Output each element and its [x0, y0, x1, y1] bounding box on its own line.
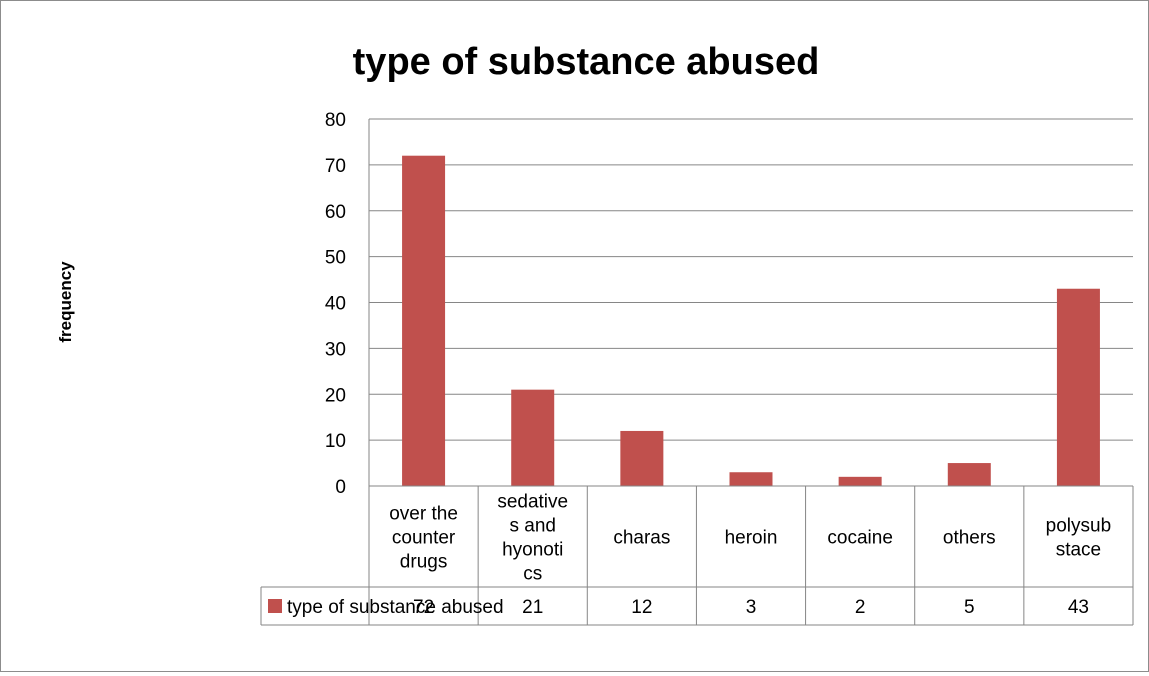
- data-table-value: 43: [1068, 597, 1089, 618]
- chart-title: type of substance abused: [353, 41, 820, 83]
- bar: [1056, 288, 1100, 486]
- bar: [947, 463, 991, 486]
- legend-label: type of substance abused: [287, 597, 504, 618]
- data-table-value: 21: [522, 597, 543, 618]
- bar: [620, 430, 664, 486]
- x-tick-label: polysub stace: [1046, 516, 1112, 561]
- bars: [402, 155, 1100, 486]
- legend-swatch: [268, 599, 282, 613]
- data-table-value: 5: [964, 597, 975, 618]
- bar: [838, 476, 882, 486]
- y-tick-label: 80: [325, 110, 346, 131]
- bar: [729, 472, 773, 486]
- y-axis-label: frequency: [56, 261, 75, 343]
- data-table-value: 2: [855, 597, 866, 618]
- x-tick-label: heroin: [725, 528, 778, 549]
- y-tick-label: 20: [325, 385, 346, 406]
- y-tick-label: 40: [325, 294, 346, 315]
- bar: [402, 155, 446, 486]
- x-tick-label: sedative s and hyonoti cs: [497, 492, 568, 585]
- x-tick-label: charas: [613, 528, 670, 549]
- bar: [511, 389, 555, 486]
- y-tick-label: 60: [325, 202, 346, 223]
- y-tick-label: 0: [335, 477, 346, 498]
- x-tick-label: over the counter drugs: [389, 504, 458, 573]
- x-tick-label: cocaine: [827, 528, 893, 549]
- data-table-value: 12: [631, 597, 652, 618]
- data-table-value: 72: [413, 597, 434, 618]
- data-table-value: 3: [746, 597, 757, 618]
- gridlines: [368, 118, 1133, 487]
- y-tick-label: 30: [325, 339, 346, 360]
- data-table: over the counter drugs sedative s and hyonoti…: [260, 485, 1134, 626]
- y-tick-labels: 0 10 20 30 40 50 60 70 80: [325, 110, 346, 498]
- y-tick-label: 70: [325, 156, 346, 177]
- x-tick-label: others: [943, 528, 996, 549]
- y-tick-label: 10: [325, 431, 346, 452]
- y-tick-label: 50: [325, 248, 346, 269]
